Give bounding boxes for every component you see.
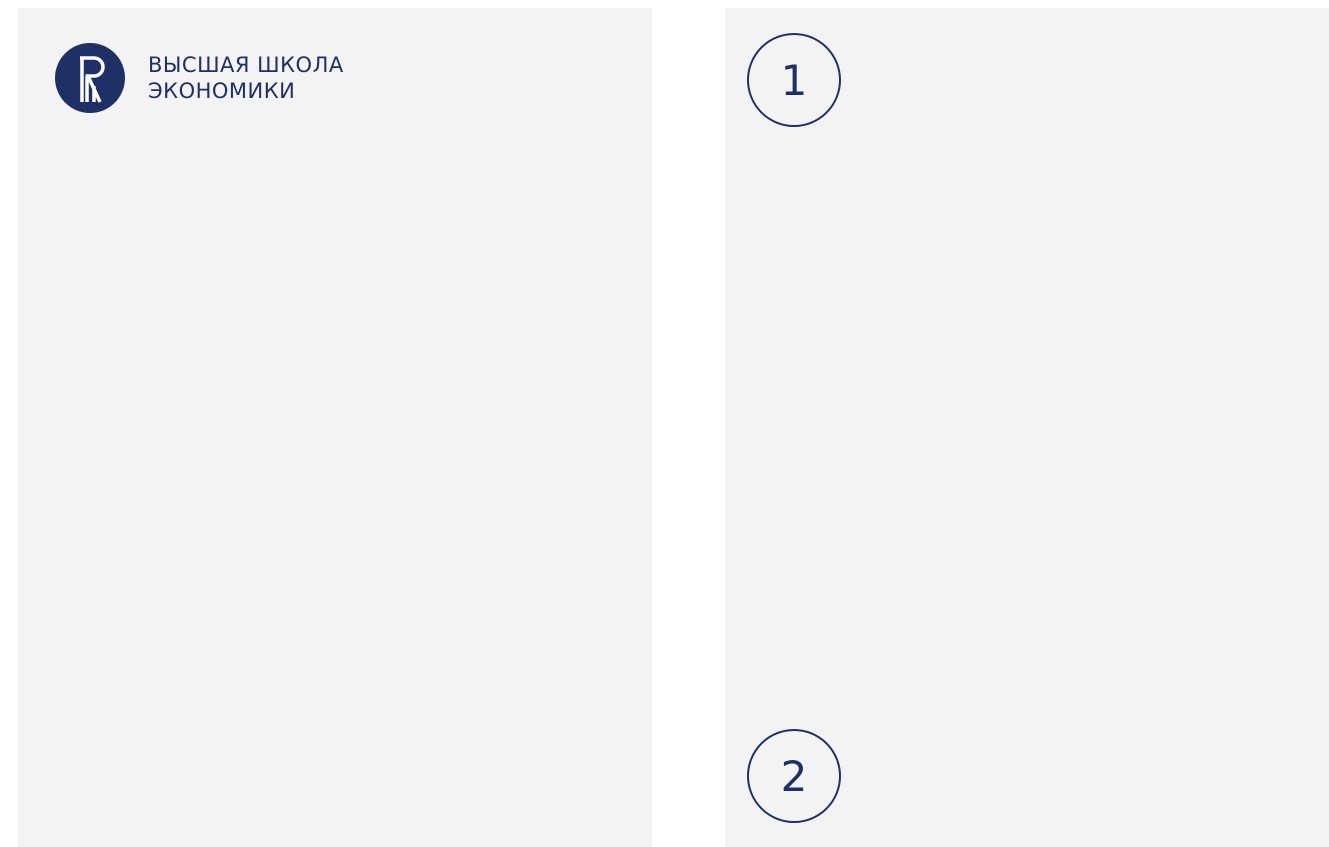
marker: 2 xyxy=(747,729,841,823)
right-panel xyxy=(725,8,1329,847)
marker: 1 xyxy=(747,33,841,127)
logo-line: ЭКОНОМИКИ xyxy=(148,79,296,103)
logo-line: ВЫСШАЯ ШКОЛА xyxy=(148,53,344,77)
logo-emblem xyxy=(55,43,125,113)
left-panel xyxy=(18,8,652,847)
logo-text: ВЫСШАЯ ШКОЛА ЭКОНОМИКИ xyxy=(148,52,344,104)
